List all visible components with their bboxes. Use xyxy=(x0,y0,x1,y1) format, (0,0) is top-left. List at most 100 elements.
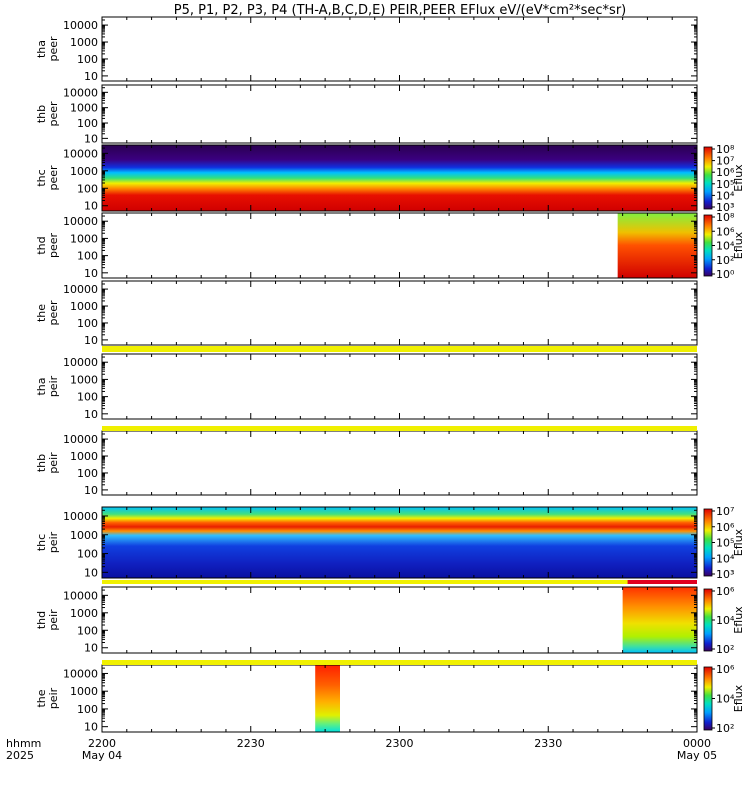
y-tick-label: 10000 xyxy=(63,86,98,99)
status-bar xyxy=(102,660,697,665)
colorbar-label: Eflux xyxy=(732,164,745,192)
colorbar-tick-label: 10⁸ xyxy=(716,211,735,224)
panel-frame xyxy=(101,84,698,144)
panel-the-peer: 10 100 1000 10000 the peer xyxy=(35,280,698,347)
panel-probe-label: thd xyxy=(35,611,48,629)
x-date-label: May 05 xyxy=(677,749,717,762)
panel-species-label: peir xyxy=(47,375,60,397)
colorbar-tick-label: 10⁶ xyxy=(716,663,735,676)
y-tick-label: 1000 xyxy=(70,607,98,620)
y-tick-label: 10000 xyxy=(63,19,98,32)
colorbar-tick-label: 10² xyxy=(716,722,734,735)
y-tick-label: 10000 xyxy=(63,283,98,296)
panel-species-label: peir xyxy=(47,687,60,709)
y-tick-label: 100 xyxy=(77,317,98,330)
status-bar xyxy=(102,426,697,431)
panel-tha-peer: 10 100 1000 10000 tha peer xyxy=(35,16,698,83)
y-tick-label: 1000 xyxy=(70,300,98,313)
y-tick-label: 10000 xyxy=(63,667,98,680)
x-row-label: 2025 xyxy=(6,749,34,762)
status-bar-segment xyxy=(627,580,697,584)
colorbar-tick-label: 10⁶ xyxy=(716,225,735,238)
y-tick-label: 10000 xyxy=(63,147,98,160)
status-bar xyxy=(102,346,697,352)
y-tick-label: 1000 xyxy=(70,373,98,386)
status-bar xyxy=(102,580,697,584)
panel-species-label: peir xyxy=(47,609,60,631)
x-tick-label: 0000 xyxy=(683,737,711,750)
panel-species-label: peer xyxy=(47,165,60,191)
colorbar-gradient xyxy=(703,146,713,210)
spectrogram-image xyxy=(622,587,697,653)
x-tick-label: 2230 xyxy=(237,737,265,750)
panel-species-label: peer xyxy=(47,36,60,62)
y-tick-label: 1000 xyxy=(70,102,98,115)
panel-probe-label: tha xyxy=(35,40,48,58)
y-tick-label: 100 xyxy=(77,467,98,480)
y-tick-label: 10000 xyxy=(63,215,98,228)
panel-probe-label: thc xyxy=(35,534,48,551)
y-tick-label: 1000 xyxy=(70,450,98,463)
panel-probe-label: thd xyxy=(35,236,48,254)
colorbar: 10² 10⁴ 10⁶ Eflux xyxy=(703,585,745,656)
y-tick-label: 10 xyxy=(84,267,98,280)
panel-thb-peer: 10 100 1000 10000 thb peer xyxy=(35,84,698,145)
y-tick-label: 1000 xyxy=(70,232,98,245)
colorbar-tick-label: 10⁵ xyxy=(716,537,734,550)
y-tick-label: 100 xyxy=(77,391,98,404)
panel-species-label: peir xyxy=(47,452,60,474)
panel-frame xyxy=(101,430,698,496)
colorbar-tick-label: 10⁷ xyxy=(716,505,734,518)
y-tick-label: 10 xyxy=(84,334,98,347)
colorbar-label: Eflux xyxy=(732,606,745,634)
y-tick-label: 1000 xyxy=(70,36,98,49)
y-tick-label: 10 xyxy=(84,721,98,734)
colorbar-gradient xyxy=(703,214,713,277)
panel-probe-label: thc xyxy=(35,169,48,186)
x-tick-label: 2330 xyxy=(534,737,562,750)
y-tick-label: 10 xyxy=(84,408,98,421)
colorbar-label: Eflux xyxy=(732,231,745,259)
panel-frame xyxy=(101,586,698,654)
colorbar-tick-label: 10⁴ xyxy=(716,614,735,627)
colorbar: 10³ 10⁴ 10⁵ 10⁶ 10⁷ Eflux xyxy=(703,505,745,581)
panel-probe-label: thb xyxy=(35,105,48,123)
spectrogram-image xyxy=(102,507,697,578)
y-tick-label: 10 xyxy=(84,200,98,213)
y-tick-label: 10 xyxy=(84,642,98,655)
y-tick-label: 10000 xyxy=(63,433,98,446)
x-tick-label: 2200 xyxy=(88,737,116,750)
panel-thc-peir: 10 100 1000 10000 thc peir 10³ 10⁴ 10⁵ 10⁶ 10⁷ Eflu… xyxy=(35,505,745,581)
colorbar-tick-label: 10³ xyxy=(716,201,734,214)
colorbar: 10² 10⁴ 10⁶ Eflux xyxy=(703,663,745,735)
panel-probe-label: tha xyxy=(35,377,48,395)
panel-frame xyxy=(101,280,698,346)
colorbar-tick-label: 10⁶ xyxy=(716,166,735,179)
y-tick-label: 100 xyxy=(77,117,98,130)
y-tick-label: 10 xyxy=(84,70,98,83)
panel-the-peir: 10 100 1000 10000 the peir 10² 10⁴ 10⁶ Eflux xyxy=(35,663,745,735)
colorbar-tick-label: 10³ xyxy=(716,568,734,581)
panel-frame xyxy=(101,212,698,279)
panel-probe-label: thb xyxy=(35,454,48,472)
panel-species-label: peir xyxy=(47,531,60,553)
panel-thb-peir: 10 100 1000 10000 thb peir xyxy=(35,430,698,497)
panel-probe-label: the xyxy=(35,689,48,707)
x-row-label: hhmm xyxy=(6,737,41,750)
panel-thd-peir: 10 100 1000 10000 thd peir 10² 10⁴ 10⁶ Eflux xyxy=(35,585,745,656)
colorbar-tick-label: 10⁵ xyxy=(716,178,734,191)
y-tick-label: 1000 xyxy=(70,529,98,542)
y-tick-label: 100 xyxy=(77,548,98,561)
colorbar-label: Eflux xyxy=(732,528,745,556)
y-tick-label: 100 xyxy=(77,182,98,195)
panel-probe-label: the xyxy=(35,304,48,322)
panel-species-label: peer xyxy=(47,101,60,127)
y-tick-label: 100 xyxy=(77,250,98,263)
x-tick-label: 2300 xyxy=(386,737,414,750)
colorbar-tick-label: 10⁴ xyxy=(716,240,735,253)
